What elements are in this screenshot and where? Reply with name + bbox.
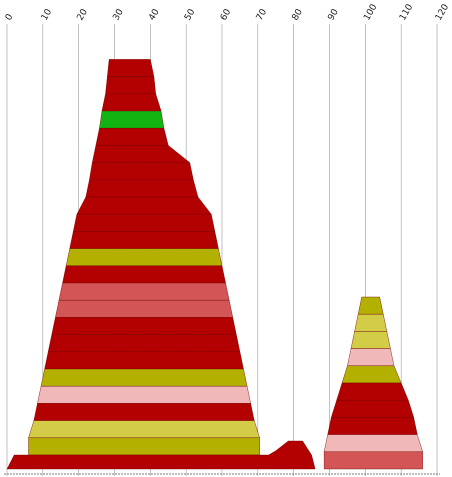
group-1-band-8 [85, 179, 199, 198]
group-1-band-2 [105, 76, 156, 95]
group-1-band-9 [76, 196, 212, 215]
group-2-band-5 [341, 365, 402, 384]
group-1-band-6 [92, 145, 191, 163]
x-tick-0: 0 [4, 12, 16, 22]
x-tick-30: 30 [111, 7, 126, 22]
group-2-band-7 [331, 400, 414, 418]
x-tick-40: 40 [147, 7, 162, 22]
group-2-band-9 [323, 434, 423, 452]
group-2-band-10 [323, 451, 423, 470]
group-1-band-10 [73, 213, 216, 232]
group-1-band-22 [28, 420, 260, 438]
group-1-band-5 [95, 127, 169, 146]
group-1-base-band [6, 440, 316, 470]
x-tick-60: 60 [219, 7, 234, 22]
group-1-band-19 [40, 368, 248, 387]
group-1-band-21 [33, 403, 255, 421]
group-2-band-3 [350, 331, 391, 349]
x-tick-10: 10 [40, 7, 55, 22]
group-1-band-23 [28, 437, 260, 456]
x-tick-110: 110 [398, 2, 415, 22]
x-tick-120: 120 [434, 2, 451, 22]
group-1-band-4 [99, 110, 165, 129]
x-tick-labels: 0 10 20 30 40 50 60 70 80 90 100 110 120 [4, 2, 451, 22]
x-tick-20: 20 [76, 7, 91, 22]
group-1-band-13 [62, 265, 226, 284]
group-1-band-3 [101, 93, 162, 112]
group-1-band-20 [37, 386, 251, 404]
group-2-band-4 [347, 348, 395, 366]
x-tick-90: 90 [326, 7, 341, 22]
group-1-band-11 [69, 231, 219, 249]
x-tick-50: 50 [183, 7, 198, 22]
group-1-band-18 [44, 351, 244, 370]
group-2-band-8 [327, 417, 418, 435]
x-tick-100: 100 [362, 2, 379, 22]
group-1-band-1 [107, 59, 155, 77]
group-2-band-2 [354, 314, 388, 332]
group-2-band-1 [357, 296, 384, 315]
group-2-band-6 [336, 382, 409, 401]
group-1-band-7 [89, 162, 194, 181]
group-1-band-12 [65, 248, 223, 266]
x-tick-80: 80 [291, 7, 306, 22]
x-tick-70: 70 [255, 7, 270, 22]
group-1-band-14 [58, 282, 230, 301]
data-bands [6, 59, 423, 470]
group-1-band-16 [51, 317, 237, 335]
group-1-band-17 [47, 334, 241, 352]
group-1-band-15 [55, 300, 233, 318]
